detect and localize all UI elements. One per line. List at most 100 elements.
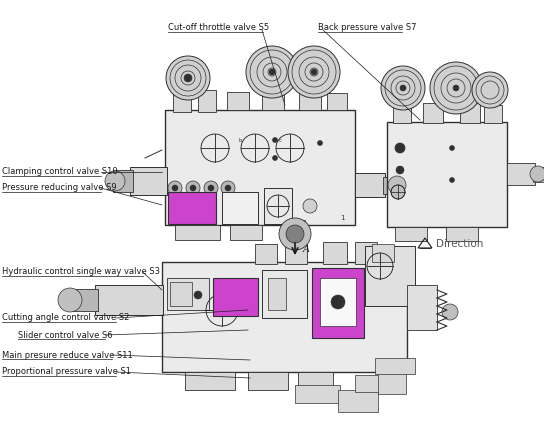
Circle shape bbox=[246, 46, 298, 98]
Bar bbox=[372, 244, 394, 262]
Bar bbox=[387, 122, 507, 227]
Bar bbox=[285, 220, 305, 236]
Text: Clamping control valve S10: Clamping control valve S10 bbox=[2, 168, 118, 176]
Circle shape bbox=[391, 185, 405, 199]
Bar bbox=[507, 163, 535, 185]
Bar bbox=[173, 90, 191, 112]
Circle shape bbox=[311, 69, 317, 75]
Bar bbox=[72, 289, 98, 311]
Bar bbox=[484, 105, 502, 123]
Bar bbox=[365, 246, 415, 306]
Circle shape bbox=[269, 69, 275, 75]
Bar bbox=[162, 262, 407, 372]
Bar bbox=[395, 227, 427, 241]
Bar bbox=[383, 177, 399, 194]
Circle shape bbox=[453, 85, 459, 91]
Bar bbox=[446, 227, 478, 241]
Bar bbox=[198, 90, 216, 112]
Bar bbox=[393, 103, 411, 123]
Circle shape bbox=[225, 185, 231, 191]
Circle shape bbox=[430, 62, 482, 114]
Text: Hydraulic control single way valve S3: Hydraulic control single way valve S3 bbox=[2, 268, 160, 276]
Circle shape bbox=[331, 295, 345, 309]
Circle shape bbox=[184, 74, 192, 82]
Bar bbox=[262, 92, 284, 110]
Bar bbox=[255, 244, 277, 264]
Bar bbox=[323, 242, 347, 264]
Bar bbox=[175, 225, 220, 240]
Text: Cutting angle control valve S2: Cutting angle control valve S2 bbox=[2, 314, 129, 322]
Bar bbox=[213, 278, 258, 316]
Circle shape bbox=[318, 141, 323, 146]
Bar bbox=[355, 242, 377, 264]
Text: Slider control valve S6: Slider control valve S6 bbox=[18, 330, 113, 340]
Bar bbox=[185, 372, 235, 390]
Circle shape bbox=[221, 181, 235, 195]
Circle shape bbox=[530, 166, 544, 182]
Text: Back pressure valve S7: Back pressure valve S7 bbox=[318, 24, 417, 32]
Text: Pressure reducing valve S9: Pressure reducing valve S9 bbox=[2, 184, 116, 192]
Bar bbox=[378, 372, 406, 394]
Circle shape bbox=[303, 199, 317, 213]
Bar bbox=[355, 375, 385, 392]
Text: Cut-off throttle valve S5: Cut-off throttle valve S5 bbox=[168, 24, 269, 32]
Bar bbox=[264, 188, 292, 224]
Circle shape bbox=[105, 171, 125, 191]
Circle shape bbox=[166, 56, 210, 100]
Circle shape bbox=[388, 176, 406, 194]
Bar bbox=[268, 278, 286, 310]
Bar bbox=[262, 270, 307, 318]
Circle shape bbox=[186, 181, 200, 195]
Circle shape bbox=[279, 218, 311, 250]
Bar bbox=[170, 282, 192, 306]
Bar bbox=[355, 173, 385, 197]
Text: 1: 1 bbox=[340, 215, 344, 221]
Bar bbox=[130, 167, 167, 195]
Circle shape bbox=[396, 166, 404, 174]
Bar bbox=[298, 372, 333, 390]
Bar bbox=[327, 93, 347, 110]
Circle shape bbox=[381, 66, 425, 110]
Bar bbox=[165, 110, 355, 225]
Circle shape bbox=[194, 291, 202, 299]
Circle shape bbox=[449, 146, 454, 151]
Text: A: A bbox=[303, 246, 310, 254]
Bar bbox=[460, 103, 480, 123]
Circle shape bbox=[58, 288, 82, 312]
Circle shape bbox=[400, 85, 406, 91]
Bar bbox=[95, 285, 163, 315]
Circle shape bbox=[208, 185, 214, 191]
Bar bbox=[533, 167, 544, 182]
Bar bbox=[338, 390, 378, 412]
Circle shape bbox=[190, 185, 196, 191]
Bar bbox=[295, 385, 340, 403]
Bar bbox=[423, 103, 443, 123]
Circle shape bbox=[286, 225, 304, 243]
Bar bbox=[113, 170, 133, 192]
Bar bbox=[248, 372, 288, 390]
Circle shape bbox=[168, 181, 182, 195]
Bar bbox=[320, 278, 356, 326]
Circle shape bbox=[288, 46, 340, 98]
Circle shape bbox=[472, 72, 508, 108]
Circle shape bbox=[273, 155, 277, 160]
Bar bbox=[222, 192, 258, 224]
Bar bbox=[230, 225, 262, 240]
Circle shape bbox=[442, 304, 458, 320]
Text: c: c bbox=[279, 138, 281, 143]
Bar bbox=[167, 278, 209, 310]
Circle shape bbox=[449, 178, 454, 182]
Bar bbox=[312, 268, 364, 338]
Bar bbox=[299, 92, 321, 110]
Text: Proportional pressure valve S1: Proportional pressure valve S1 bbox=[2, 368, 131, 376]
Text: Direction: Direction bbox=[436, 239, 484, 249]
Circle shape bbox=[172, 185, 178, 191]
Text: b: b bbox=[238, 138, 242, 143]
Circle shape bbox=[204, 181, 218, 195]
Bar bbox=[285, 244, 307, 264]
Bar bbox=[375, 358, 415, 374]
Bar bbox=[168, 192, 216, 224]
Bar bbox=[227, 92, 249, 110]
Circle shape bbox=[273, 138, 277, 143]
Circle shape bbox=[395, 143, 405, 153]
